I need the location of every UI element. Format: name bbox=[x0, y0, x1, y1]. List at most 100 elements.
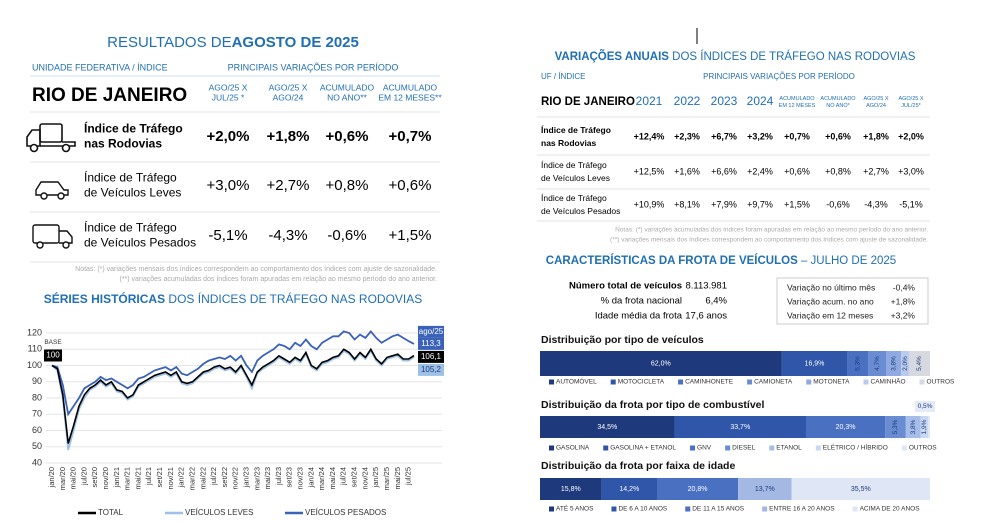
legend-swatch bbox=[611, 506, 617, 512]
data-label: 105,2 bbox=[421, 365, 442, 374]
column-header: JUL/25* bbox=[901, 103, 921, 109]
row-value: +0,7% bbox=[389, 128, 432, 145]
bar-segment bbox=[791, 478, 930, 500]
truck-icon bbox=[26, 123, 76, 153]
section-title: CARACTERÍSTICAS DA FROTA DE VEÍCULOS – J… bbox=[546, 254, 896, 267]
row-label: de Veículos Pesados bbox=[541, 206, 620, 216]
x-tick-label: mar/25 bbox=[382, 467, 391, 490]
bar-segment bbox=[781, 351, 848, 376]
x-tick-label: jan/24 bbox=[306, 467, 315, 488]
data-label-box bbox=[44, 349, 62, 362]
column-header: 2024 bbox=[747, 94, 774, 108]
data-label: 1,9% bbox=[921, 419, 928, 434]
bar-segment bbox=[920, 416, 929, 438]
legend-label: GASOLINA + ETANOL bbox=[610, 445, 676, 452]
legend-label: DE 6 A 10 ANOS bbox=[618, 506, 667, 513]
row-label: Índice de Tráfego bbox=[84, 170, 177, 185]
column-header: NO ANO** bbox=[327, 92, 367, 102]
bar-segment bbox=[905, 416, 921, 438]
y-tick-label: 90 bbox=[32, 376, 42, 386]
row-label: de Veículos Leves bbox=[541, 173, 610, 183]
bar-segment bbox=[928, 416, 930, 438]
legend-label: CAMINHONETE bbox=[685, 379, 734, 386]
legend-swatch bbox=[690, 445, 696, 451]
y-tick-label: 70 bbox=[32, 409, 42, 419]
column-group-header: UNIDADE FEDERATIVA / ÍNDICE bbox=[32, 62, 168, 72]
x-tick-label: set/21 bbox=[155, 467, 164, 487]
legend-label: DE 11 A 15 ANOS bbox=[692, 506, 745, 513]
data-label-box bbox=[418, 337, 444, 350]
stat-label: Variação acum. no ano bbox=[787, 296, 874, 306]
x-tick-label: mai/25 bbox=[393, 467, 402, 490]
x-tick-label: jan/22 bbox=[177, 467, 186, 488]
legend-label: TOTAL bbox=[98, 508, 124, 517]
x-tick-label: mai/23 bbox=[263, 467, 272, 490]
chart-title-part: DOS ÍNDICES DE TRÁFEGO NAS RODOVIAS bbox=[165, 291, 422, 306]
stat-value: -0,4% bbox=[893, 282, 916, 292]
bar-segment bbox=[601, 478, 657, 500]
chart-title: SÉRIES HISTÓRICAS DOS ÍNDICES DE TRÁFEGO… bbox=[44, 291, 423, 306]
column-header: AGO/25 X bbox=[269, 82, 308, 92]
row-label: nas Rodovias bbox=[84, 137, 162, 151]
row-value: +10,9% bbox=[634, 199, 665, 209]
data-label: 14,2% bbox=[619, 486, 639, 493]
row-label: nas Rodovias bbox=[541, 138, 597, 148]
data-label: 4,7% bbox=[874, 356, 881, 371]
column-header: NO ANO* bbox=[826, 103, 850, 109]
legend-swatch bbox=[852, 506, 858, 512]
row-value: +1,5% bbox=[389, 227, 432, 244]
annotation: ago/25 bbox=[419, 327, 444, 336]
panel-title-part: VARIAÇÕES ANUAIS bbox=[555, 50, 670, 63]
row-value: +2,0% bbox=[207, 128, 250, 145]
chart-title: Distribuição da frota por tipo de combus… bbox=[541, 399, 765, 411]
series-line bbox=[51, 349, 415, 451]
x-tick-label: jan/21 bbox=[112, 467, 121, 488]
bar-segment bbox=[540, 478, 602, 500]
panel-title: VARIAÇÕES ANUAIS DOS ÍNDICES DE TRÁFEGO … bbox=[555, 50, 916, 63]
stat-label: Número total de veículos bbox=[569, 281, 682, 292]
legend-label: ACIMA DE 20 ANOS bbox=[860, 506, 921, 513]
y-tick-label: 50 bbox=[32, 441, 42, 451]
data-label: 3,8% bbox=[910, 419, 917, 434]
x-tick-label: nov/23 bbox=[296, 467, 305, 490]
panel-title-part: RESULTADOS DE bbox=[107, 34, 231, 51]
x-tick-label: jan/25 bbox=[371, 467, 380, 488]
row-value: +6,6% bbox=[711, 166, 737, 176]
row-value: +3,0% bbox=[207, 177, 250, 194]
data-label: 5,3% bbox=[892, 419, 899, 434]
y-tick-label: 80 bbox=[32, 392, 42, 402]
data-label: 62,0% bbox=[651, 360, 671, 367]
row-value: +1,5% bbox=[784, 199, 810, 209]
panel-title-part: DOS ÍNDICES DE TRÁFEGO NAS RODOVIAS bbox=[669, 50, 916, 63]
row-value: +0,6% bbox=[389, 177, 432, 194]
state-name: RIO DE JANEIRO bbox=[32, 85, 187, 106]
stat-label: % da frota nacional bbox=[601, 296, 682, 307]
legend-label: ATÉ 5 ANOS bbox=[556, 504, 594, 513]
column-header: AGO/25 X bbox=[209, 82, 248, 92]
column-header: AGO/24 bbox=[866, 103, 886, 109]
section-title-part: CARACTERÍSTICAS DA FROTA DE VEÍCULOS bbox=[546, 254, 798, 267]
x-tick-label: set/24 bbox=[350, 467, 359, 487]
row-label: Índice de Tráfego bbox=[541, 125, 611, 135]
row-value: +0,6% bbox=[326, 128, 369, 145]
row-value: -0,6% bbox=[826, 199, 850, 209]
series-line bbox=[51, 329, 415, 417]
row-value: +12,5% bbox=[634, 166, 665, 176]
row-value: +1,6% bbox=[674, 166, 700, 176]
stat-value: +1,8% bbox=[891, 296, 916, 306]
x-tick-label: nov/20 bbox=[101, 467, 110, 490]
column-header: EM 12 MESES** bbox=[378, 92, 442, 102]
x-tick-label: mai/22 bbox=[198, 467, 207, 490]
panel-title-part: AGOSTO DE 2025 bbox=[232, 34, 359, 51]
column-header: ACUMULADO bbox=[820, 96, 856, 102]
legend-swatch bbox=[610, 379, 616, 385]
car-icon bbox=[35, 181, 69, 200]
legend-label: AUTOMÓVEL bbox=[556, 377, 597, 386]
legend-label: ENTRE 16 A 20 ANOS bbox=[769, 506, 835, 513]
row-value: -0,6% bbox=[327, 227, 366, 244]
x-tick-label: jul/25 bbox=[404, 467, 413, 486]
data-label: 13,7% bbox=[755, 486, 775, 493]
legend-swatch bbox=[549, 445, 554, 451]
column-header: ACUMULADO bbox=[779, 96, 815, 102]
data-label: 16,9% bbox=[805, 360, 825, 367]
